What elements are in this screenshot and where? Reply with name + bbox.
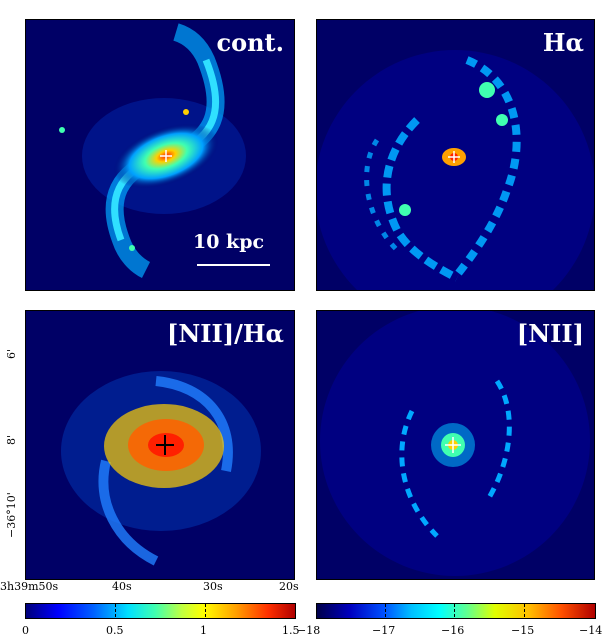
colorbar-ratio-tick-label: 0.5 (106, 624, 124, 637)
colorbar-ratio-tick-label: 1 (200, 624, 207, 637)
dec-tick-label: 6' (5, 348, 18, 359)
panel-nii-ratio: [NII]/Hα (25, 310, 295, 580)
colorbar-flux-tick-label: −17 (372, 624, 396, 637)
nii-ratio-image (61, 371, 261, 566)
colorbar-flux-tick-label: −16 (441, 624, 465, 637)
scalebar-label: 10 kpc (193, 231, 265, 253)
nucleus-cross (445, 437, 461, 453)
nucleus-cross (448, 151, 460, 163)
colorbar-tick (524, 604, 525, 618)
panel-continuum: cont. 10 kpc (25, 19, 295, 291)
ra-tick-label: 40s (112, 580, 132, 593)
panel-label: Hα (542, 28, 584, 57)
panel-halpha: Hα (316, 19, 595, 291)
panel-nii: [NII] (316, 310, 595, 580)
colorbar-tick (115, 604, 116, 618)
halpha-image (317, 50, 594, 290)
colorbar-tick (205, 604, 206, 618)
nucleus-cross (156, 435, 174, 455)
continuum-image (59, 23, 270, 279)
panel-label: [NII]/Hα (166, 319, 284, 348)
colorbar-tick (385, 604, 386, 618)
colorbar-ratio-tick-label: 0 (22, 624, 29, 637)
ra-tick-label: 3h39m50s (0, 580, 59, 593)
ra-tick-label: 30s (203, 580, 223, 593)
colorbar-tick (454, 604, 455, 618)
panel-label: [NII] (516, 319, 584, 348)
colorbar-flux-tick-label: −18 (297, 624, 321, 637)
colorbar-ratio (25, 603, 296, 619)
ra-tick-label: 20s (279, 580, 299, 593)
colorbar-ratio-tick-label: 1.5 (282, 624, 300, 637)
nii-image (320, 311, 590, 576)
colorbar-flux-tick-label: −14 (579, 624, 603, 637)
dec-tick-label: 8' (5, 434, 18, 445)
colorbar-flux (316, 603, 596, 619)
dec-tick-label: −36°10' (5, 492, 18, 538)
nucleus-cross (160, 150, 172, 162)
panel-label: cont. (216, 28, 284, 57)
colorbar-flux-tick-label: −15 (511, 624, 535, 637)
